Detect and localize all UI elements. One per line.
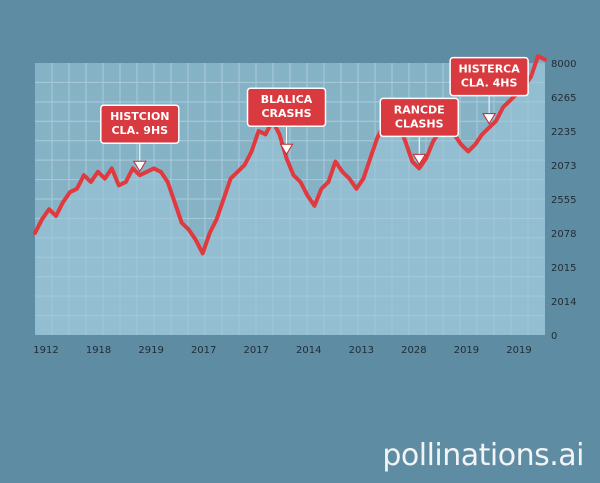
x-tick-label: 2017 <box>191 345 216 356</box>
y-tick-label: 2073 <box>551 161 576 172</box>
callout-label: HISTERCA <box>458 63 520 76</box>
callout-marker <box>279 143 294 156</box>
series-line <box>33 54 547 256</box>
callout-marker <box>482 113 496 125</box>
x-axis-ticks: 1912 1918 2919 2017 2017 2014 2013 2028 2019 2019 <box>33 345 531 356</box>
callout-label: BLALICA <box>261 93 313 106</box>
y-tick-label: 2015 <box>551 263 576 274</box>
x-tick-label: 2014 <box>296 345 321 356</box>
callout-label: CLA. 9HS <box>111 124 168 137</box>
x-tick-label: 2019 <box>454 345 479 356</box>
y-axis-ticks: 8000 6265 2235 2073 2555 2078 2015 2014 0 <box>551 59 576 342</box>
x-tick-label: 1918 <box>86 345 111 356</box>
y-tick-label: 0 <box>551 331 557 342</box>
y-tick-label: 6265 <box>551 93 576 104</box>
y-tick-label: 2078 <box>551 229 576 240</box>
callout-label: RANCDE <box>394 103 445 116</box>
y-tick-label: 2014 <box>551 297 576 308</box>
x-tick-label: 2013 <box>349 345 374 356</box>
x-tick-label: 2017 <box>243 345 268 356</box>
y-tick-label: 2555 <box>551 195 576 206</box>
series-area <box>35 56 545 335</box>
callout-marker <box>412 153 427 166</box>
x-tick-label: 2028 <box>401 345 426 356</box>
callout-label: CLA. 4HS <box>461 77 518 90</box>
y-tick-label: 2235 <box>551 127 576 138</box>
x-tick-label: 2919 <box>138 345 163 356</box>
y-tick-label: 8000 <box>551 59 576 70</box>
x-tick-label: 1912 <box>33 345 58 356</box>
callout-label: CLASHS <box>395 117 444 130</box>
callout-label: CRASHS <box>261 107 311 120</box>
watermark-text: pollinations.ai <box>382 438 584 473</box>
callout-label: HISTCION <box>110 110 169 123</box>
callout-marker <box>132 160 147 173</box>
x-tick-label: 2019 <box>506 345 531 356</box>
